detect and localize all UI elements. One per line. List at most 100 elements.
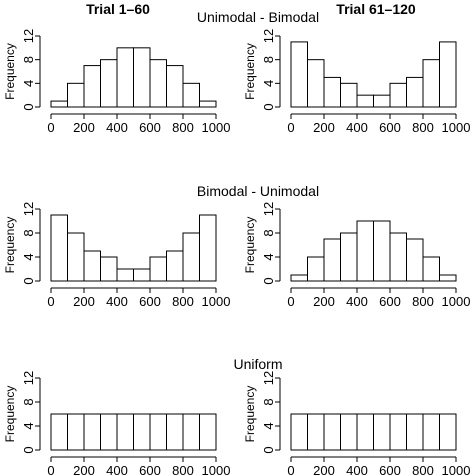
- x-tick-label: 0: [287, 463, 294, 476]
- histogram-bar: [323, 76, 341, 108]
- x-tick-label: 0: [287, 120, 294, 135]
- panel-5: 0 200 400 600 800 1000 0 4 8 12 Frequency: [3, 371, 230, 476]
- x-tick-label: 400: [346, 294, 368, 309]
- histogram-bar: [182, 232, 200, 282]
- y-axis-title: Frequency: [243, 217, 257, 274]
- x-tick-label: 1000: [202, 120, 231, 135]
- histogram-bar: [199, 100, 217, 108]
- histogram-bar: [422, 256, 440, 282]
- x-tick-label: 1000: [442, 120, 471, 135]
- histogram-bar: [406, 413, 424, 451]
- panel-1: 0 200 400 600 800 1000 0 4 8 12 Frequency: [3, 29, 230, 135]
- y-tick-label: 12: [21, 29, 36, 43]
- x-tick-label: 0: [287, 294, 294, 309]
- column-title-left: Trial 1–60: [86, 1, 150, 17]
- y-tick-label: 12: [261, 29, 276, 43]
- y-tick-label: 0: [261, 277, 276, 284]
- panel-6: 0 200 400 600 800 1000 0 4 8 12 Frequency: [243, 371, 470, 476]
- x-tick-label: 600: [379, 294, 401, 309]
- y-axis-title: Frequency: [243, 386, 257, 443]
- histogram-bar: [166, 413, 184, 451]
- histogram-bar: [439, 41, 457, 108]
- histogram-bar: [100, 413, 118, 451]
- histogram-bar: [116, 268, 134, 282]
- histogram-bar: [290, 41, 308, 108]
- histogram-bar: [356, 220, 374, 282]
- x-tick-label: 600: [139, 463, 161, 476]
- histogram-bar: [166, 250, 184, 282]
- histogram-bar: [422, 413, 440, 451]
- x-tick-label: 200: [73, 463, 95, 476]
- x-tick-label: 800: [172, 294, 194, 309]
- x-tick-label: 200: [313, 463, 335, 476]
- x-tick-label: 200: [313, 120, 335, 135]
- x-tick-label: 800: [172, 120, 194, 135]
- histogram-bar: [340, 413, 358, 451]
- histogram-bar: [133, 413, 151, 451]
- x-tick-label: 400: [346, 463, 368, 476]
- x-tick-label: 200: [73, 120, 95, 135]
- y-tick-label: 0: [21, 277, 36, 284]
- histogram-bar: [389, 413, 407, 451]
- y-tick-label: 12: [261, 202, 276, 216]
- histogram-bar: [340, 232, 358, 282]
- x-tick-label: 600: [139, 294, 161, 309]
- x-tick-label: 0: [47, 463, 54, 476]
- histogram-bar: [67, 82, 85, 108]
- histogram-bar: [307, 413, 325, 451]
- panel-2: 0 200 400 600 800 1000 0 4 8 12 Frequency: [243, 29, 470, 135]
- y-tick-label: 8: [21, 398, 36, 405]
- y-axis-title: Frequency: [3, 386, 17, 443]
- histogram-bar: [307, 256, 325, 282]
- histogram-bar: [50, 214, 68, 282]
- x-tick-label: 400: [346, 120, 368, 135]
- x-tick-label: 800: [412, 463, 434, 476]
- x-tick-label: 800: [172, 463, 194, 476]
- y-tick-label: 12: [21, 202, 36, 216]
- histogram-bar: [100, 256, 118, 282]
- y-tick-label: 8: [261, 229, 276, 236]
- x-tick-label: 0: [47, 294, 54, 309]
- histogram-bar: [323, 238, 341, 282]
- histogram-bar: [406, 238, 424, 282]
- y-axis-title: Frequency: [243, 43, 257, 100]
- y-tick-label: 12: [21, 371, 36, 385]
- histogram-bar: [83, 250, 101, 282]
- histogram-bar: [356, 94, 374, 108]
- histogram-bar: [389, 232, 407, 282]
- histogram-bar: [67, 413, 85, 451]
- histogram-bar: [340, 82, 358, 108]
- histogram-bar: [356, 413, 374, 451]
- x-tick-label: 800: [412, 294, 434, 309]
- y-tick-label: 12: [261, 371, 276, 385]
- histogram-bar: [116, 413, 134, 451]
- y-tick-label: 4: [21, 80, 36, 87]
- histogram-bar: [439, 274, 457, 282]
- histogram-bar: [199, 214, 217, 282]
- histogram-bar: [422, 59, 440, 108]
- histogram-bar: [100, 59, 118, 108]
- y-tick-label: 4: [261, 253, 276, 260]
- panel-4: 0 200 400 600 800 1000 0 4 8 12 Frequency: [243, 202, 470, 309]
- x-tick-label: 200: [313, 294, 335, 309]
- histogram-bar: [67, 232, 85, 282]
- histogram-bar: [373, 94, 391, 108]
- histogram-bar: [149, 413, 167, 451]
- histogram-bar: [133, 47, 151, 108]
- y-tick-label: 0: [21, 446, 36, 453]
- x-tick-label: 0: [47, 120, 54, 135]
- histogram-bar: [50, 413, 68, 451]
- column-title-right: Trial 61–120: [336, 1, 416, 17]
- histogram-bar: [83, 413, 101, 451]
- x-tick-label: 400: [106, 294, 128, 309]
- y-tick-label: 8: [261, 398, 276, 405]
- histogram-bar: [290, 413, 308, 451]
- x-tick-label: 400: [106, 463, 128, 476]
- histogram-bar: [149, 59, 167, 108]
- y-tick-label: 4: [261, 80, 276, 87]
- histogram-bar: [133, 268, 151, 282]
- histogram-bar: [406, 76, 424, 108]
- y-tick-label: 4: [21, 253, 36, 260]
- histogram-bar: [307, 59, 325, 108]
